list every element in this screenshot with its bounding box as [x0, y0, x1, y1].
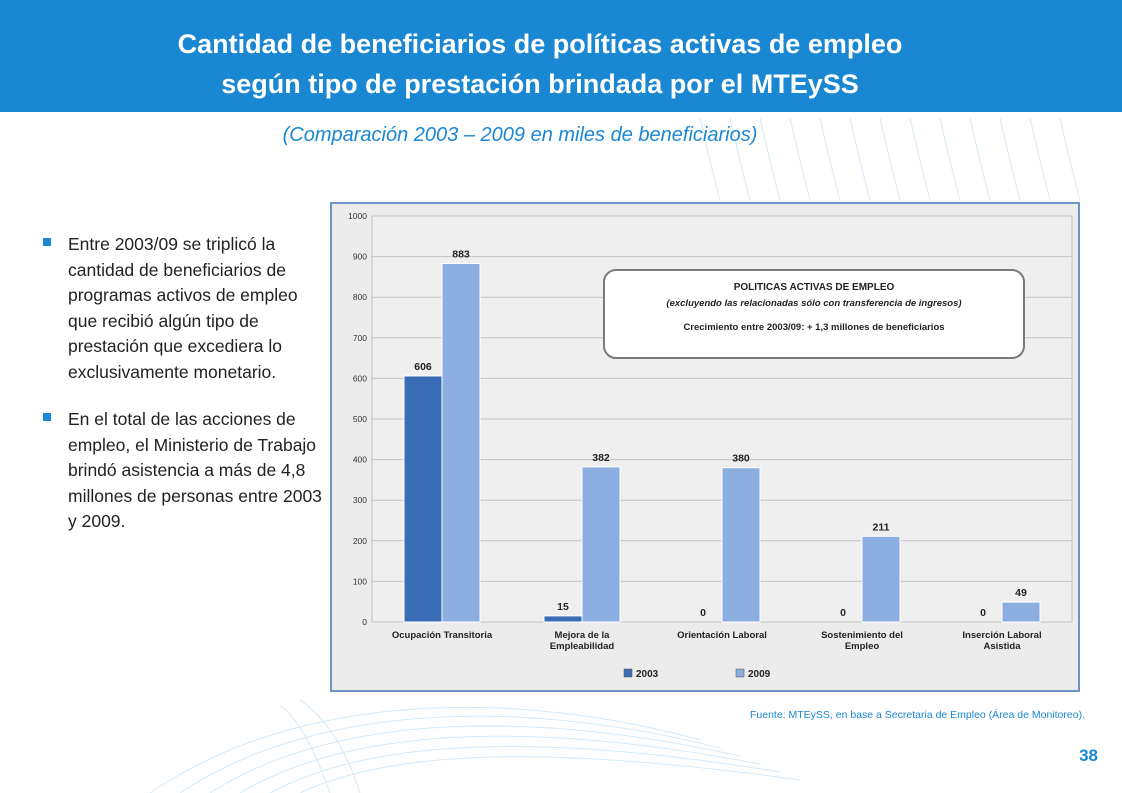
legend-label: 2009	[748, 669, 771, 680]
source-note: Fuente: MTEySS, en base a Secretaria de …	[749, 709, 1085, 721]
x-tick-label: Inserción Laboral	[962, 630, 1041, 641]
bullet-text: Entre 2003/09 se triplicó la cantidad de…	[68, 234, 298, 382]
header-banner: Cantidad de beneficiarios de políticas a…	[0, 0, 1122, 112]
square-bullet-icon	[43, 238, 51, 246]
bar-2009	[721, 467, 761, 623]
y-tick-label: 900	[353, 252, 367, 262]
annotation-subtitle: (excluyendo las relacionadas sólo con tr…	[666, 298, 961, 309]
chart-canvas: 01002003004005006007008009001000606883Oc…	[348, 211, 1073, 680]
x-tick-label: Orientación Laboral	[677, 630, 767, 641]
title-line-1: Cantidad de beneficiarios de políticas a…	[177, 29, 903, 59]
annotation-box	[603, 269, 1025, 359]
annotation-growth: Crecimiento entre 2003/09: + 1,3 millone…	[683, 322, 944, 333]
y-tick-label: 1000	[348, 211, 367, 221]
x-tick-label: Sostenimiento del	[821, 630, 903, 641]
page-number: 38	[1079, 746, 1098, 765]
bar-2009	[581, 466, 621, 623]
y-tick-label: 100	[353, 576, 367, 586]
data-label: 606	[414, 361, 432, 373]
y-tick-label: 200	[353, 536, 367, 546]
bullet-text: En el total de las acciones de empleo, e…	[68, 409, 322, 531]
y-tick-label: 300	[353, 495, 367, 505]
bar-2003	[403, 375, 443, 623]
page-subtitle: (Comparación 2003 – 2009 en miles de ben…	[282, 124, 758, 146]
square-bullet-icon	[43, 413, 51, 421]
y-tick-label: 600	[353, 373, 367, 383]
y-tick-label: 400	[353, 455, 367, 465]
x-tick-label: Ocupación Transitoria	[392, 630, 493, 641]
data-label: 0	[840, 607, 846, 619]
data-label: 15	[557, 601, 569, 613]
legend-swatch	[623, 668, 633, 678]
annotation-title: POLITICAS ACTIVAS DE EMPLEO	[734, 282, 895, 293]
data-label: 0	[980, 607, 986, 619]
bullet-item: En el total de las acciones de empleo, e…	[40, 407, 322, 535]
bar-chart: 0 100 200 300 400 500 600 700 800 900 1000 606 883 Oc…	[330, 202, 1080, 692]
x-tick-label: Empleabilidad	[550, 641, 615, 652]
data-label: 382	[592, 452, 610, 464]
x-tick-label: Empleo	[845, 641, 880, 652]
bullet-list: Entre 2003/09 se triplicó la cantidad de…	[40, 232, 322, 557]
bullet-item: Entre 2003/09 se triplicó la cantidad de…	[40, 232, 322, 385]
title-line-2: según tipo de prestación brindada por el…	[221, 69, 859, 99]
data-label: 49	[1015, 587, 1027, 599]
data-label: 211	[873, 521, 890, 533]
y-tick-label: 500	[353, 414, 367, 424]
bar-2009	[861, 535, 901, 623]
x-tick-label: Asistida	[984, 641, 1022, 652]
page-title: Cantidad de beneficiarios de políticas a…	[0, 24, 1080, 104]
y-tick-label: 700	[353, 333, 367, 343]
data-label: 883	[452, 249, 470, 261]
bar-2009	[441, 263, 481, 623]
y-tick-label: 800	[353, 292, 367, 302]
data-label: 0	[700, 607, 706, 619]
legend-label: 2003	[636, 669, 659, 680]
legend-swatch	[735, 668, 745, 678]
x-tick-label: Mejora de la	[555, 630, 611, 641]
bar-2009	[1001, 601, 1041, 623]
data-label: 380	[732, 453, 750, 465]
y-tick-label: 0	[362, 617, 367, 627]
bar-2003	[543, 615, 583, 623]
